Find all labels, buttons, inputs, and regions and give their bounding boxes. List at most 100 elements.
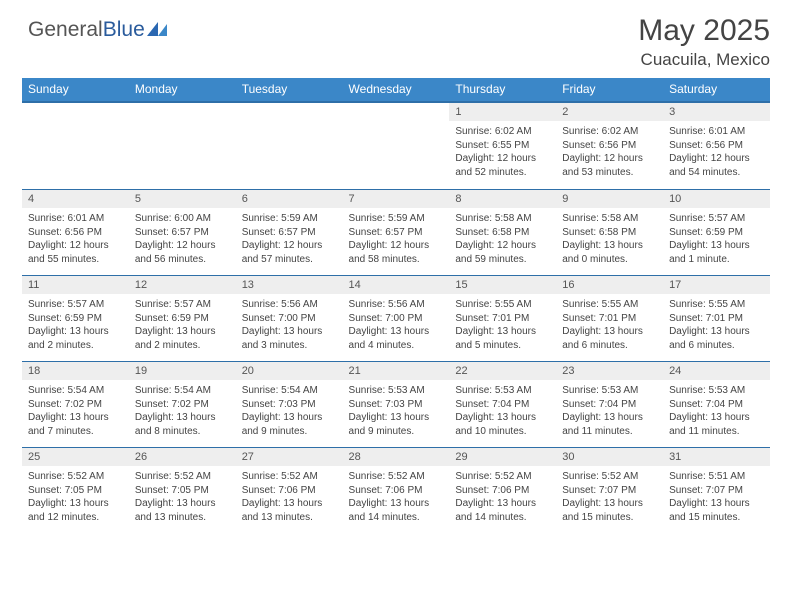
- day-cell: 21Sunrise: 5:53 AMSunset: 7:03 PMDayligh…: [343, 361, 450, 447]
- day-cell: 23Sunrise: 5:53 AMSunset: 7:04 PMDayligh…: [556, 361, 663, 447]
- sunset-text: Sunset: 7:07 PM: [562, 484, 657, 498]
- daylight-text: Daylight: 12 hours and 55 minutes.: [28, 239, 123, 266]
- day-header-friday: Friday: [556, 78, 663, 103]
- day-header-thursday: Thursday: [449, 78, 556, 103]
- day-data: Sunrise: 5:52 AMSunset: 7:06 PMDaylight:…: [236, 466, 343, 530]
- sunset-text: Sunset: 6:58 PM: [455, 226, 550, 240]
- day-data: Sunrise: 5:52 AMSunset: 7:05 PMDaylight:…: [129, 466, 236, 530]
- day-number: 29: [449, 447, 556, 466]
- daylight-text: Daylight: 12 hours and 57 minutes.: [242, 239, 337, 266]
- title-block: May 2025 Cuacuila, Mexico: [638, 14, 770, 70]
- calendar-body: 1Sunrise: 6:02 AMSunset: 6:55 PMDaylight…: [22, 103, 770, 533]
- daylight-text: Daylight: 13 hours and 14 minutes.: [349, 497, 444, 524]
- sunrise-text: Sunrise: 6:02 AM: [562, 125, 657, 139]
- day-number: 4: [22, 189, 129, 208]
- day-number: 11: [22, 275, 129, 294]
- day-data: Sunrise: 6:01 AMSunset: 6:56 PMDaylight:…: [663, 121, 770, 185]
- location-label: Cuacuila, Mexico: [638, 50, 770, 70]
- daylight-text: Daylight: 13 hours and 11 minutes.: [562, 411, 657, 438]
- day-cell: 22Sunrise: 5:53 AMSunset: 7:04 PMDayligh…: [449, 361, 556, 447]
- daylight-text: Daylight: 13 hours and 2 minutes.: [28, 325, 123, 352]
- sunrise-text: Sunrise: 6:02 AM: [455, 125, 550, 139]
- day-data: Sunrise: 5:54 AMSunset: 7:02 PMDaylight:…: [129, 380, 236, 444]
- sunrise-text: Sunrise: 5:57 AM: [669, 212, 764, 226]
- sunrise-text: Sunrise: 6:01 AM: [28, 212, 123, 226]
- day-cell: 29Sunrise: 5:52 AMSunset: 7:06 PMDayligh…: [449, 447, 556, 533]
- day-cell: [236, 103, 343, 189]
- day-cell: 9Sunrise: 5:58 AMSunset: 6:58 PMDaylight…: [556, 189, 663, 275]
- daylight-text: Daylight: 12 hours and 59 minutes.: [455, 239, 550, 266]
- day-cell: 17Sunrise: 5:55 AMSunset: 7:01 PMDayligh…: [663, 275, 770, 361]
- sunset-text: Sunset: 6:59 PM: [669, 226, 764, 240]
- sunrise-text: Sunrise: 5:55 AM: [669, 298, 764, 312]
- sunrise-text: Sunrise: 5:53 AM: [562, 384, 657, 398]
- day-data: Sunrise: 5:53 AMSunset: 7:03 PMDaylight:…: [343, 380, 450, 444]
- day-cell: 25Sunrise: 5:52 AMSunset: 7:05 PMDayligh…: [22, 447, 129, 533]
- daylight-text: Daylight: 13 hours and 6 minutes.: [669, 325, 764, 352]
- day-number: 14: [343, 275, 450, 294]
- sunset-text: Sunset: 7:07 PM: [669, 484, 764, 498]
- day-cell: 6Sunrise: 5:59 AMSunset: 6:57 PMDaylight…: [236, 189, 343, 275]
- day-data: Sunrise: 6:02 AMSunset: 6:55 PMDaylight:…: [449, 121, 556, 185]
- sunrise-text: Sunrise: 5:57 AM: [135, 298, 230, 312]
- daylight-text: Daylight: 13 hours and 8 minutes.: [135, 411, 230, 438]
- daylight-text: Daylight: 13 hours and 9 minutes.: [242, 411, 337, 438]
- sunrise-text: Sunrise: 5:55 AM: [562, 298, 657, 312]
- day-data: Sunrise: 5:53 AMSunset: 7:04 PMDaylight:…: [663, 380, 770, 444]
- day-number: 12: [129, 275, 236, 294]
- sunset-text: Sunset: 6:57 PM: [135, 226, 230, 240]
- daylight-text: Daylight: 13 hours and 2 minutes.: [135, 325, 230, 352]
- day-cell: 13Sunrise: 5:56 AMSunset: 7:00 PMDayligh…: [236, 275, 343, 361]
- sunset-text: Sunset: 7:00 PM: [242, 312, 337, 326]
- daylight-text: Daylight: 13 hours and 6 minutes.: [562, 325, 657, 352]
- sunrise-text: Sunrise: 5:52 AM: [242, 470, 337, 484]
- sunset-text: Sunset: 7:01 PM: [669, 312, 764, 326]
- day-cell: 31Sunrise: 5:51 AMSunset: 7:07 PMDayligh…: [663, 447, 770, 533]
- day-number: 16: [556, 275, 663, 294]
- daylight-text: Daylight: 13 hours and 9 minutes.: [349, 411, 444, 438]
- day-data: Sunrise: 5:55 AMSunset: 7:01 PMDaylight:…: [663, 294, 770, 358]
- week-row: 1Sunrise: 6:02 AMSunset: 6:55 PMDaylight…: [22, 103, 770, 189]
- day-data: Sunrise: 5:56 AMSunset: 7:00 PMDaylight:…: [236, 294, 343, 358]
- day-data: Sunrise: 6:02 AMSunset: 6:56 PMDaylight:…: [556, 121, 663, 185]
- daylight-text: Daylight: 13 hours and 3 minutes.: [242, 325, 337, 352]
- day-cell: 27Sunrise: 5:52 AMSunset: 7:06 PMDayligh…: [236, 447, 343, 533]
- sunrise-text: Sunrise: 5:56 AM: [242, 298, 337, 312]
- day-number: 5: [129, 189, 236, 208]
- day-data: Sunrise: 5:58 AMSunset: 6:58 PMDaylight:…: [449, 208, 556, 272]
- day-cell: 2Sunrise: 6:02 AMSunset: 6:56 PMDaylight…: [556, 103, 663, 189]
- day-number: 13: [236, 275, 343, 294]
- sunrise-text: Sunrise: 5:57 AM: [28, 298, 123, 312]
- day-number: 25: [22, 447, 129, 466]
- sunset-text: Sunset: 7:02 PM: [28, 398, 123, 412]
- day-cell: 1Sunrise: 6:02 AMSunset: 6:55 PMDaylight…: [449, 103, 556, 189]
- day-number: 26: [129, 447, 236, 466]
- day-data: Sunrise: 5:57 AMSunset: 6:59 PMDaylight:…: [663, 208, 770, 272]
- sunset-text: Sunset: 7:03 PM: [242, 398, 337, 412]
- day-header-monday: Monday: [129, 78, 236, 103]
- day-data: [22, 121, 129, 131]
- day-number: 19: [129, 361, 236, 380]
- day-cell: [129, 103, 236, 189]
- sunrise-text: Sunrise: 5:53 AM: [455, 384, 550, 398]
- sunrise-text: Sunrise: 5:55 AM: [455, 298, 550, 312]
- sunrise-text: Sunrise: 5:52 AM: [455, 470, 550, 484]
- week-row: 18Sunrise: 5:54 AMSunset: 7:02 PMDayligh…: [22, 361, 770, 447]
- day-number: 30: [556, 447, 663, 466]
- day-cell: 18Sunrise: 5:54 AMSunset: 7:02 PMDayligh…: [22, 361, 129, 447]
- sunset-text: Sunset: 6:59 PM: [135, 312, 230, 326]
- day-cell: 5Sunrise: 6:00 AMSunset: 6:57 PMDaylight…: [129, 189, 236, 275]
- day-data: Sunrise: 5:51 AMSunset: 7:07 PMDaylight:…: [663, 466, 770, 530]
- day-header-wednesday: Wednesday: [343, 78, 450, 103]
- sunset-text: Sunset: 6:56 PM: [28, 226, 123, 240]
- daylight-text: Daylight: 12 hours and 54 minutes.: [669, 152, 764, 179]
- calendar-page: GeneralBlue May 2025 Cuacuila, Mexico Su…: [0, 0, 792, 612]
- day-number: 3: [663, 103, 770, 121]
- brand-logo: GeneralBlue: [28, 18, 169, 42]
- day-data: Sunrise: 5:54 AMSunset: 7:02 PMDaylight:…: [22, 380, 129, 444]
- day-data: Sunrise: 6:00 AMSunset: 6:57 PMDaylight:…: [129, 208, 236, 272]
- daylight-text: Daylight: 13 hours and 11 minutes.: [669, 411, 764, 438]
- daylight-text: Daylight: 13 hours and 14 minutes.: [455, 497, 550, 524]
- day-cell: 8Sunrise: 5:58 AMSunset: 6:58 PMDaylight…: [449, 189, 556, 275]
- day-number: 18: [22, 361, 129, 380]
